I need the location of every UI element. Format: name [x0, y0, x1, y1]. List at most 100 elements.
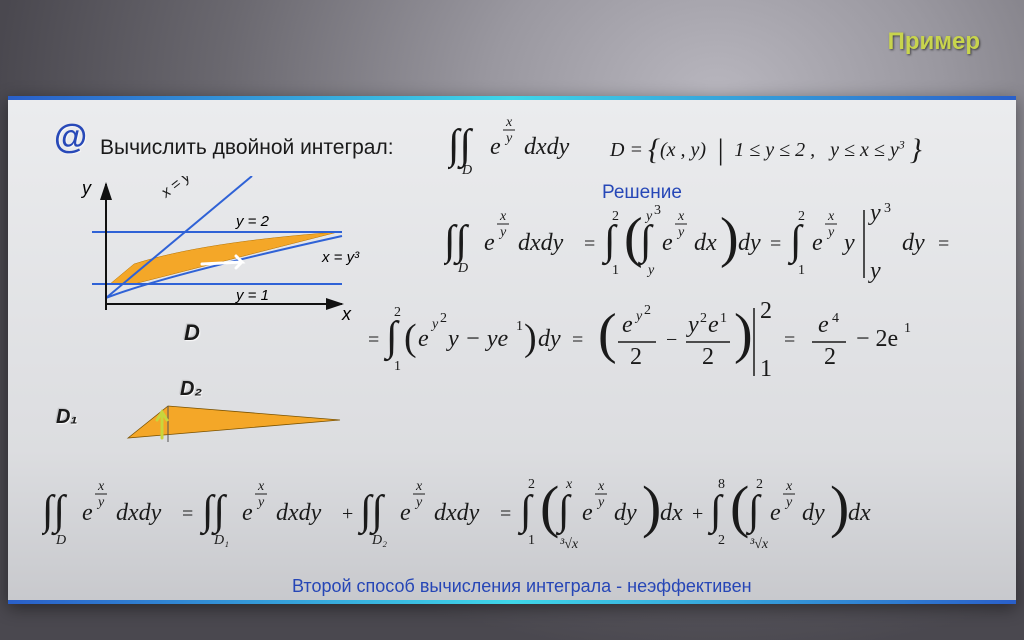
svg-text:D: D [461, 163, 472, 176]
eq-line-2: = ∫ 1 2 ( e y 2 y − ye 1 ) dy = ( e y 2 … [368, 298, 1008, 384]
svg-text:dxdy: dxdy [518, 230, 564, 256]
svg-text:2: 2 [760, 298, 772, 324]
svg-text:e: e [82, 500, 93, 526]
svg-text:e: e [818, 312, 829, 338]
svg-text:e: e [770, 500, 781, 526]
svg-text:): ) [524, 317, 537, 359]
svg-text:2: 2 [440, 311, 447, 326]
svg-text:x: x [597, 479, 605, 494]
svg-text:): ) [720, 207, 739, 269]
svg-text:y: y [596, 495, 605, 510]
svg-text:=: = [770, 233, 781, 255]
svg-text:(: ( [730, 474, 749, 539]
svg-text:∫: ∫ [601, 218, 618, 266]
svg-text:y: y [646, 263, 655, 278]
svg-text:dxdy: dxdy [276, 500, 322, 526]
svg-text:3: 3 [654, 203, 661, 218]
svg-text:y: y [80, 178, 92, 198]
svg-text:y: y [96, 495, 105, 510]
svg-text:∫∫: ∫∫ [199, 488, 228, 536]
region-D1-label: D₁ [56, 406, 77, 429]
svg-text:x: x [499, 209, 507, 224]
svg-text:y: y [498, 225, 507, 240]
svg-text:dy: dy [902, 230, 925, 256]
svg-text:=: = [584, 233, 595, 255]
svg-text:1: 1 [904, 321, 911, 336]
svg-text:D₂: D₂ [371, 533, 387, 548]
svg-text:−: − [666, 329, 677, 351]
svg-text:+: + [342, 503, 353, 525]
svg-text:D: D [457, 261, 468, 276]
integrand-expression: ∫∫ D e x y dxdy [448, 112, 598, 176]
svg-text:4: 4 [832, 311, 839, 326]
svg-text:e: e [622, 312, 633, 338]
svg-text:y = 1: y = 1 [235, 287, 269, 304]
svg-text:2: 2 [644, 303, 651, 318]
svg-text:2: 2 [394, 305, 401, 320]
svg-text:dy: dy [538, 326, 561, 352]
svg-text:=: = [368, 329, 379, 351]
svg-text:³√x: ³√x [750, 537, 769, 552]
footer-note: Второй способ вычисления интеграла - неэ… [292, 576, 752, 597]
svg-text:y: y [686, 312, 699, 338]
svg-text:y − ye: y − ye [446, 326, 509, 352]
svg-text:y: y [826, 225, 835, 240]
svg-text:2: 2 [612, 209, 619, 224]
svg-text:e: e [418, 326, 429, 352]
svg-text:D: D [55, 533, 66, 548]
svg-text:1: 1 [516, 319, 523, 334]
svg-text:=: = [572, 329, 583, 351]
svg-text:− 2e: − 2e [856, 326, 898, 352]
svg-text:x: x [827, 209, 835, 224]
svg-text:x: x [677, 209, 685, 224]
svg-text:2: 2 [702, 344, 714, 370]
svg-text:2: 2 [528, 477, 535, 492]
svg-text:dx: dx [848, 500, 871, 526]
svg-text:y: y [430, 317, 439, 332]
svg-text:=: = [182, 503, 193, 525]
svg-text:y: y [676, 225, 685, 240]
svg-text:dx: dx [694, 230, 717, 256]
svg-text:(: ( [598, 303, 617, 365]
svg-text:y: y [414, 495, 423, 510]
svg-text:∫: ∫ [555, 488, 572, 536]
svg-text:∫∫: ∫∫ [357, 488, 386, 536]
svg-text:³√x: ³√x [560, 537, 579, 552]
svg-text:e: e [708, 312, 719, 338]
svg-text:y: y [842, 230, 855, 256]
svg-text:x = y: x = y [157, 176, 195, 202]
domain-definition: D = {(x , y) | 1 ≤ y ≤ 2 , y ≤ x ≤ y3 } [610, 130, 922, 164]
svg-text:1: 1 [528, 533, 535, 548]
svg-text:x: x [565, 477, 573, 492]
svg-text:y = 2: y = 2 [235, 213, 270, 230]
svg-text:8: 8 [718, 477, 725, 492]
svg-text:x: x [97, 479, 105, 494]
svg-text:y: y [868, 200, 881, 226]
svg-text:=: = [500, 503, 511, 525]
svg-text:1: 1 [720, 311, 727, 326]
region-D2-label: D₂ [180, 378, 202, 401]
eq-line-1: ∫∫ D e x y dxdy = ∫ 1 2 ( ∫ y y 3 e x y … [444, 198, 1004, 288]
svg-text:): ) [734, 303, 753, 365]
svg-text:x: x [257, 479, 265, 494]
svg-text:dx: dx [660, 500, 683, 526]
svg-text:∫: ∫ [383, 314, 400, 362]
svg-text:y: y [784, 495, 793, 510]
svg-text:∫∫: ∫∫ [42, 488, 68, 536]
svg-text:(: ( [540, 474, 559, 539]
svg-text:y: y [256, 495, 265, 510]
svg-text:∫: ∫ [637, 218, 654, 266]
svg-text:x: x [785, 479, 793, 494]
svg-text:dy: dy [614, 500, 637, 526]
svg-text:x: x [505, 115, 513, 130]
svg-text:): ) [642, 474, 661, 539]
svg-text:y: y [644, 209, 653, 224]
svg-text:y: y [868, 258, 881, 284]
svg-text:dy: dy [802, 500, 825, 526]
svg-text:∫: ∫ [787, 218, 804, 266]
svg-text:e: e [662, 230, 673, 256]
svg-text:2: 2 [630, 344, 642, 370]
region-split-graphic [56, 390, 356, 460]
svg-text:dxdy: dxdy [524, 134, 570, 160]
slide-title: Пример [888, 28, 980, 56]
